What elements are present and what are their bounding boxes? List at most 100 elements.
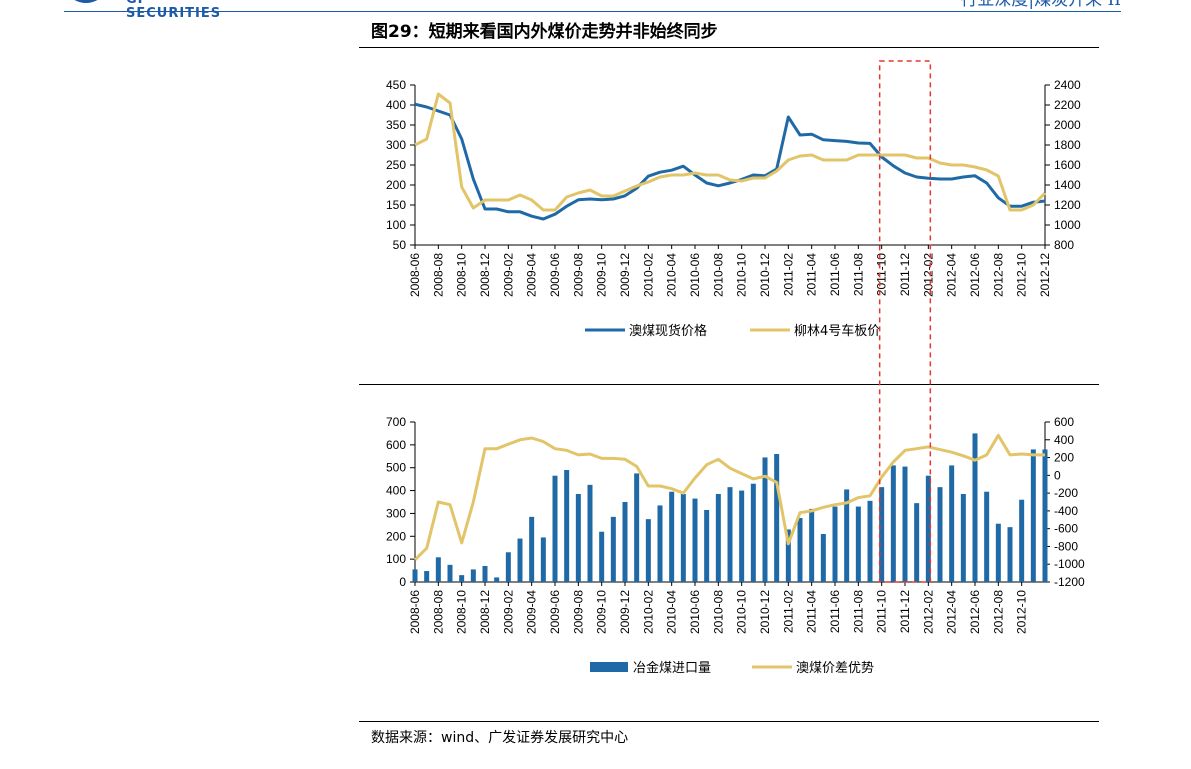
left-axis-tick-label: 300 [386,138,406,152]
highlight-box [878,60,932,583]
bar-mark [704,510,710,582]
x-axis-tick-label: 2010-02 [641,253,655,297]
bar-mark [844,489,850,582]
bar-mark [727,487,733,582]
highlight-rect [878,60,932,583]
x-axis-tick-label: 2012-06 [968,253,982,297]
bar-mark [832,506,838,582]
bar-mark [575,494,581,582]
bar-mark [447,564,453,582]
bar-mark [1019,499,1025,582]
x-axis-tick-label: 2010-12 [758,590,772,634]
x-axis-tick-label: 2010-04 [665,590,679,634]
x-axis-tick-label: 2011-04 [805,253,819,296]
bar-mark [634,473,640,582]
left-axis-tick-label: 400 [386,484,406,498]
right-axis-tick-label: 1800 [1054,138,1081,152]
bar-mark [739,490,745,582]
bar-mark [809,508,815,582]
x-axis-tick-label: 2011-06 [828,590,842,633]
right-axis-tick-label: -1000 [1054,557,1085,571]
bar-mark [669,491,675,582]
bar-mark [552,475,558,582]
x-axis-tick-label: 2010-06 [688,590,702,634]
bar-mark [494,577,500,582]
bar-mark [972,433,978,582]
x-axis-tick-label: 2012-06 [968,590,982,634]
x-axis-tick-label: 2009-06 [548,253,562,297]
x-axis-tick-label: 2009-08 [571,590,585,634]
x-axis-tick-label: 2010-06 [688,253,702,297]
right-axis-tick-label: 1600 [1054,158,1081,172]
left-axis-tick-label: 50 [393,238,407,252]
x-axis-tick-label: 2009-12 [618,590,632,634]
right-axis-tick-label: 2200 [1054,98,1081,112]
x-axis-tick-label: 2008-06 [408,590,422,634]
header-rule [64,11,1121,12]
right-axis-tick-label: -600 [1054,522,1078,536]
bar-mark [540,537,546,582]
bar-mark [855,506,861,582]
bar-mark [750,483,756,582]
x-axis-tick-label: 2011-12 [898,253,912,296]
bar-mark [774,454,780,582]
bar-mark [657,505,663,582]
left-axis-tick-label: 700 [386,415,406,429]
bar-mark [1007,527,1013,582]
bar-mark [610,516,616,582]
bar-mark [797,518,803,582]
x-axis-tick-label: 2011-10 [875,253,889,296]
x-axis-tick-label: 2010-02 [641,590,655,634]
bar-mark [424,571,430,582]
right-axis-tick-label: -400 [1054,504,1078,518]
bar-mark [645,519,651,582]
footer-rule [359,721,1099,722]
figure-title: 图29：短期来看国内外煤价走势并非始终同步 [371,22,718,42]
bar-mark [984,491,990,582]
bar-mark [937,487,943,582]
bar-mark [459,575,465,582]
x-axis-tick-label: 2009-08 [571,253,585,297]
right-axis-tick-label: -1200 [1054,575,1085,589]
x-axis-tick-label: 2008-10 [455,253,469,297]
x-axis-tick-label: 2008-12 [478,253,492,297]
bar-mark [762,457,768,582]
bar-mark [914,503,920,582]
right-axis-tick-label: 600 [1054,415,1074,429]
x-axis-tick-label: 2012-10 [1015,590,1029,634]
right-axis-tick-label: 800 [1054,238,1074,252]
bar-mark [1042,449,1048,582]
left-axis-tick-label: 600 [386,438,406,452]
series-line [414,92,1047,212]
x-axis-tick-label: 2011-12 [898,590,912,633]
x-axis-tick-label: 2008-06 [408,253,422,297]
bar-mark [529,516,535,582]
x-axis-tick-label: 2008-08 [431,590,445,634]
x-axis-tick-label: 2010-12 [758,253,772,297]
title-rule [359,47,1099,48]
x-axis-tick-label: 2010-10 [735,590,749,634]
x-axis-tick-label: 2009-12 [618,253,632,297]
bar-mark [564,470,570,582]
bar-mark [949,465,955,582]
bar-mark [925,475,931,582]
x-axis-tick-label: 2011-08 [851,590,865,633]
bar-mark [587,484,593,582]
bar-mark [482,566,488,582]
x-axis-tick-label: 2012-10 [1015,253,1029,297]
left-axis-tick-label: 350 [386,118,406,132]
legend-label: 澳煤现货价格 [629,323,707,339]
x-axis-tick-label: 2012-02 [921,590,935,634]
logo-text: GF SECURITIES [126,0,222,21]
bar-mark [470,569,476,582]
bar-mark [785,529,791,582]
left-axis-tick-label: 450 [386,78,406,92]
bar-mark [867,500,873,582]
bar-mark [599,531,605,582]
chart-divider-rule [359,384,1099,385]
source-note: 数据来源：wind、广发证券发展研究中心 [371,730,629,746]
x-axis-tick-label: 2011-02 [781,253,795,296]
x-axis-tick-label: 2012-08 [991,253,1005,297]
x-axis-tick-label: 2008-12 [478,590,492,634]
